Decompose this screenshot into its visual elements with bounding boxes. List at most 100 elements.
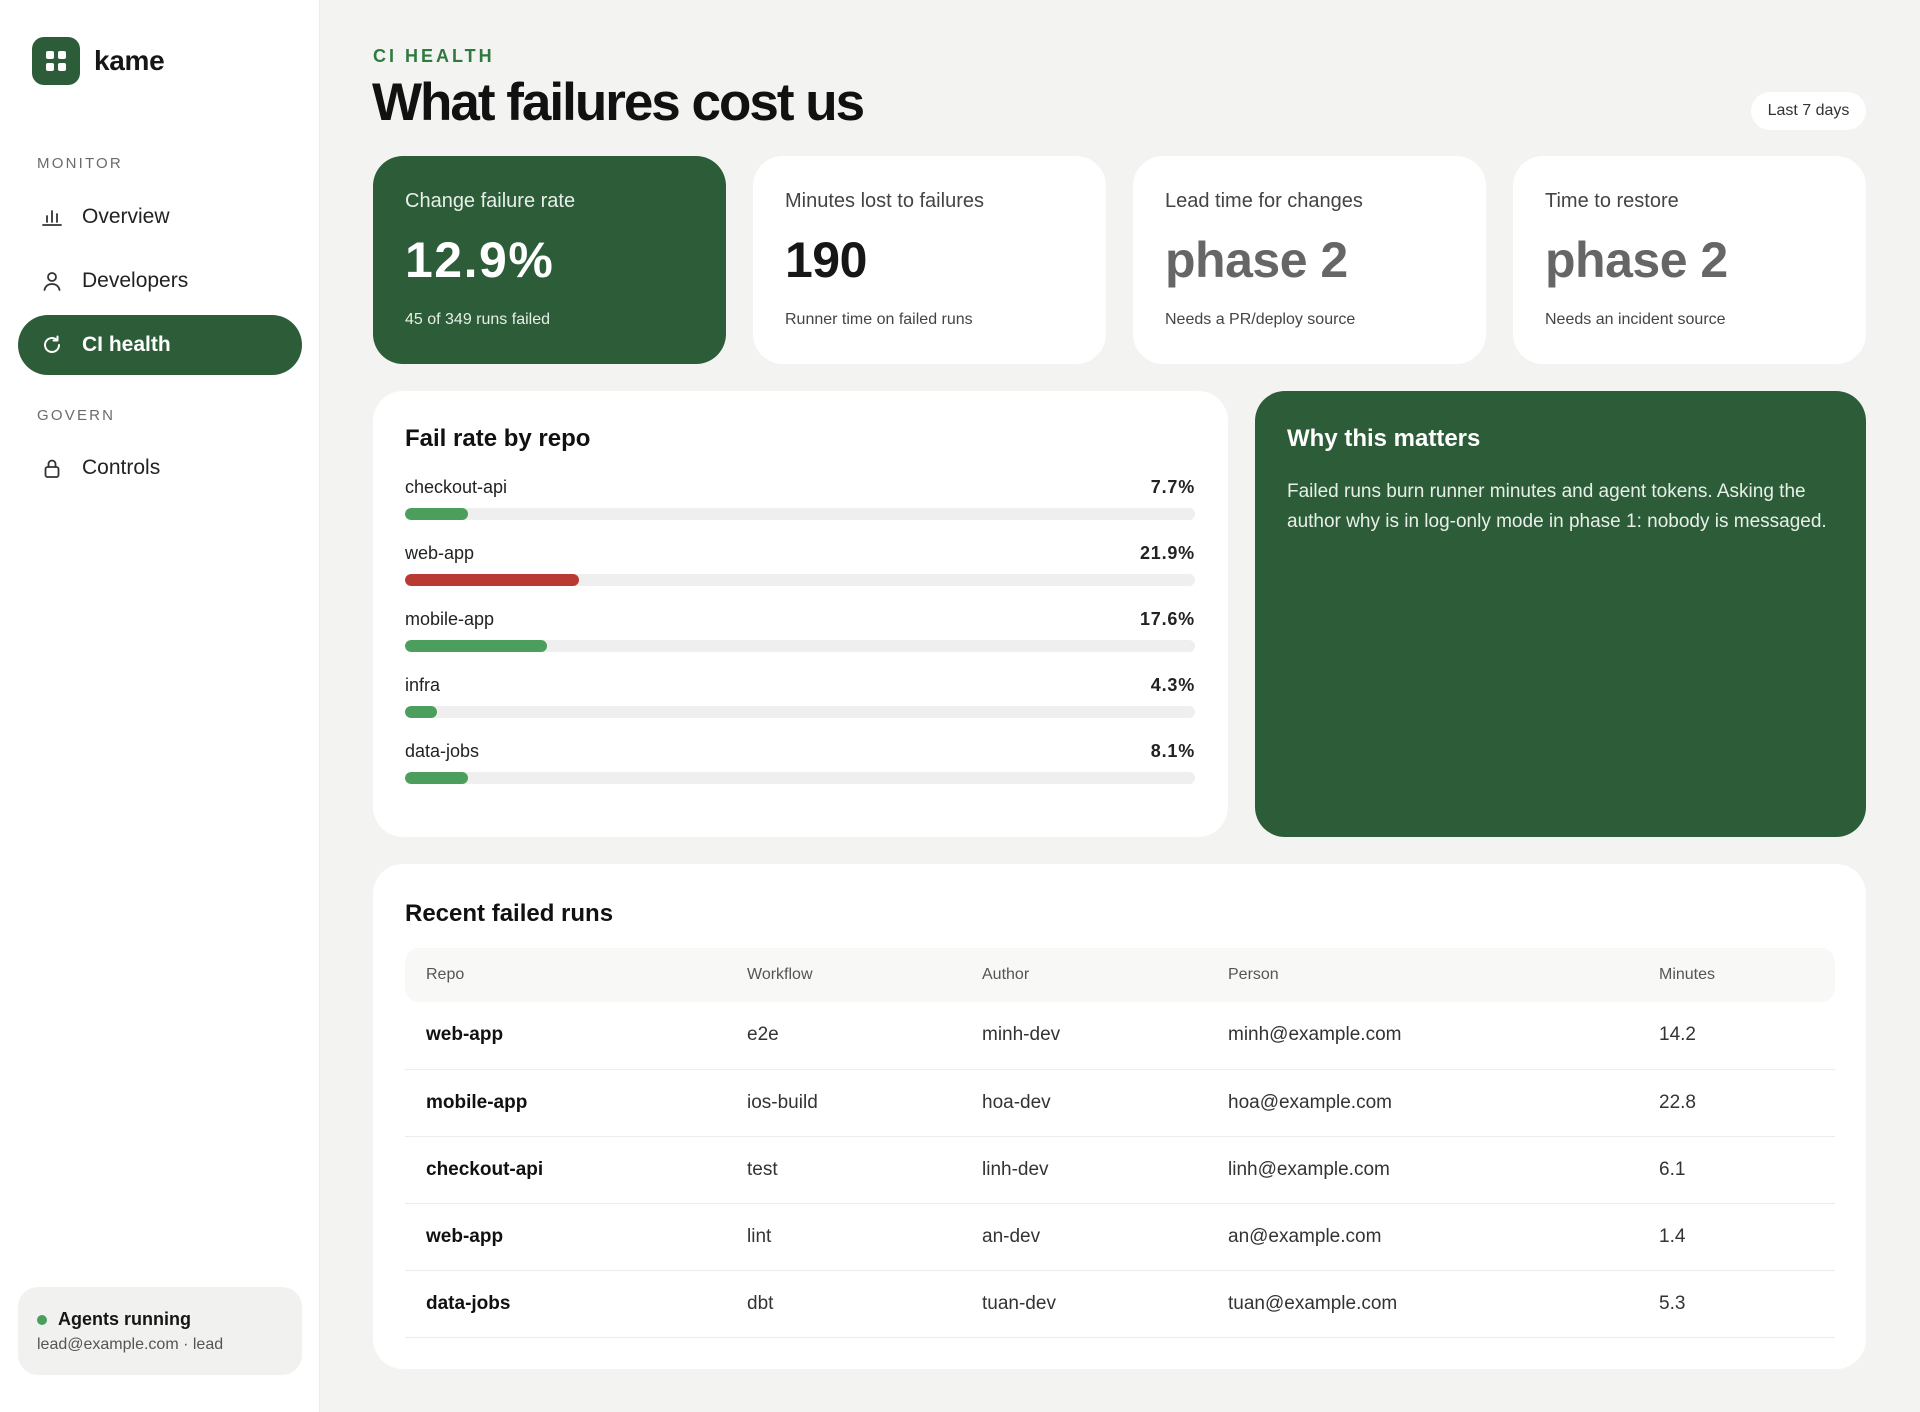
brand-name: kame bbox=[94, 45, 165, 76]
cell-minutes: 6.1 bbox=[1638, 1136, 1835, 1204]
repo-fail-rate: 8.1% bbox=[1150, 741, 1195, 761]
page-eyebrow: CI HEALTH bbox=[373, 46, 495, 66]
cell-person: tuan@example.com bbox=[1207, 1270, 1638, 1338]
agent-status-card: Agents running lead@example.com · lead bbox=[18, 1287, 302, 1375]
kpi-label: Change failure rate bbox=[405, 190, 576, 212]
fail-rate-bar bbox=[405, 706, 437, 718]
kpi-value: phase 2 bbox=[1165, 232, 1348, 288]
cell-person: linh@example.com bbox=[1207, 1136, 1638, 1204]
card-title: Recent failed runs bbox=[405, 900, 614, 927]
fail-rate-track bbox=[405, 706, 1195, 718]
kpi-subtext: Needs a PR/deploy source bbox=[1165, 311, 1356, 328]
fail-rate-bar bbox=[405, 574, 579, 586]
cell-repo: web-app bbox=[405, 1203, 726, 1271]
cell-minutes: 5.3 bbox=[1638, 1270, 1835, 1338]
sidebar-item-controls[interactable]: Controls bbox=[18, 438, 302, 498]
cell-repo: mobile-app bbox=[405, 1069, 726, 1137]
failed-runs-table: Repo Workflow Author Person Minutes web-… bbox=[405, 948, 1835, 1338]
kpi-change-failure-rate: Change failure rate 12.9% 45 of 349 runs… bbox=[373, 156, 726, 364]
table-row[interactable]: web-app e2e minh-dev minh@example.com 14… bbox=[405, 1002, 1835, 1070]
kpi-label: Time to restore bbox=[1545, 190, 1679, 212]
kpi-subtext: 45 of 349 runs failed bbox=[405, 311, 550, 328]
kpi-label: Lead time for changes bbox=[1165, 190, 1363, 212]
fail-rate-track bbox=[405, 508, 1195, 520]
sidebar-item-label: CI health bbox=[82, 333, 171, 356]
section-label-govern: GOVERN bbox=[37, 407, 116, 424]
fail-rate-bar bbox=[405, 508, 469, 520]
sidebar-item-label: Overview bbox=[82, 205, 170, 228]
status-dot-icon bbox=[37, 1314, 47, 1325]
why-explanation: Failed runs burn runner minutes and agen… bbox=[1287, 481, 1827, 532]
kpi-minutes-lost: Minutes lost to failures 190 Runner time… bbox=[753, 156, 1106, 364]
cell-workflow: dbt bbox=[726, 1270, 961, 1338]
table-row[interactable]: web-app lint an-dev an@example.com 1.4 bbox=[405, 1203, 1835, 1271]
table-row[interactable]: checkout-api test linh-dev linh@example.… bbox=[405, 1136, 1835, 1204]
repo-name: checkout-api bbox=[405, 477, 508, 497]
kpi-time-to-restore: Time to restore phase 2 Needs an inciden… bbox=[1513, 156, 1866, 364]
repo-name: infra bbox=[405, 675, 441, 695]
kpi-value: 12.9% bbox=[405, 232, 555, 288]
repo-fail-rate: 4.3% bbox=[1150, 675, 1195, 695]
status-title: Agents running bbox=[58, 1309, 191, 1329]
kpi-lead-time: Lead time for changes phase 2 Needs a PR… bbox=[1133, 156, 1486, 364]
repo-fail-rate: 17.6% bbox=[1139, 609, 1195, 629]
cell-author: tuan-dev bbox=[961, 1270, 1207, 1338]
fail-rate-card: Fail rate by repo checkout-api 7.7% web-… bbox=[373, 391, 1228, 837]
bar-chart-icon bbox=[40, 205, 64, 229]
card-title: Fail rate by repo bbox=[405, 425, 591, 452]
column-header-person[interactable]: Person bbox=[1228, 966, 1279, 983]
kpi-subtext: Runner time on failed runs bbox=[785, 311, 973, 328]
fail-rate-track bbox=[405, 574, 1195, 586]
cell-author: an-dev bbox=[961, 1203, 1207, 1271]
section-label-monitor: MONITOR bbox=[37, 155, 123, 172]
kpi-value: phase 2 bbox=[1545, 232, 1728, 288]
cell-repo: web-app bbox=[405, 1002, 726, 1070]
cell-person: hoa@example.com bbox=[1207, 1069, 1638, 1137]
fail-rate-bar bbox=[405, 772, 469, 784]
cell-minutes: 1.4 bbox=[1638, 1203, 1835, 1271]
cell-workflow: ios-build bbox=[726, 1069, 961, 1137]
repo-row: mobile-app 17.6% bbox=[405, 609, 1195, 652]
sidebar-item-overview[interactable]: Overview bbox=[18, 187, 302, 247]
column-header-author[interactable]: Author bbox=[982, 966, 1030, 983]
column-header-minutes[interactable]: Minutes bbox=[1659, 966, 1716, 983]
repo-fail-rate: 7.7% bbox=[1150, 477, 1195, 497]
fail-rate-track bbox=[405, 772, 1195, 784]
sidebar-item-label: Controls bbox=[82, 456, 161, 479]
table-row[interactable]: mobile-app ios-build hoa-dev hoa@example… bbox=[405, 1069, 1835, 1137]
page-title: What failures cost us bbox=[372, 73, 865, 132]
cell-repo: data-jobs bbox=[405, 1270, 726, 1338]
refresh-icon bbox=[40, 333, 64, 357]
date-range-button[interactable]: Last 7 days bbox=[1751, 92, 1866, 130]
kpi-subtext: Needs an incident source bbox=[1545, 311, 1726, 328]
person-icon bbox=[40, 269, 64, 293]
cell-person: minh@example.com bbox=[1207, 1002, 1638, 1070]
sidebar-item-label: Developers bbox=[82, 269, 189, 292]
column-header-workflow[interactable]: Workflow bbox=[747, 966, 813, 983]
table-row[interactable]: data-jobs dbt tuan-dev tuan@example.com … bbox=[405, 1270, 1835, 1338]
sidebar-item-developers[interactable]: Developers bbox=[18, 251, 302, 311]
brand[interactable]: kame bbox=[32, 37, 165, 85]
repo-row: web-app 21.9% bbox=[405, 543, 1195, 586]
cell-workflow: test bbox=[726, 1136, 961, 1204]
column-header-repo[interactable]: Repo bbox=[426, 966, 465, 983]
sidebar-item-ci-health[interactable]: CI health bbox=[18, 315, 302, 375]
repo-name: web-app bbox=[405, 543, 475, 563]
lock-icon bbox=[40, 456, 64, 480]
fail-rate-bar bbox=[405, 640, 548, 652]
repo-row: checkout-api 7.7% bbox=[405, 477, 1195, 520]
repo-row: data-jobs 8.1% bbox=[405, 741, 1195, 784]
cell-minutes: 22.8 bbox=[1638, 1069, 1835, 1137]
repo-name: data-jobs bbox=[405, 741, 480, 761]
cell-author: linh-dev bbox=[961, 1136, 1207, 1204]
cell-author: hoa-dev bbox=[961, 1069, 1207, 1137]
kpi-value: 190 bbox=[785, 232, 867, 288]
cell-author: minh-dev bbox=[961, 1002, 1207, 1070]
repo-fail-rate: 21.9% bbox=[1139, 543, 1195, 563]
repo-name: mobile-app bbox=[405, 609, 495, 629]
recent-failed-runs-card: Recent failed runs Repo Workflow Author … bbox=[373, 864, 1866, 1369]
card-title: Why this matters bbox=[1287, 425, 1481, 452]
status-subtitle: lead@example.com · lead bbox=[37, 1336, 224, 1353]
kpi-label: Minutes lost to failures bbox=[785, 190, 984, 212]
cell-repo: checkout-api bbox=[405, 1136, 726, 1204]
